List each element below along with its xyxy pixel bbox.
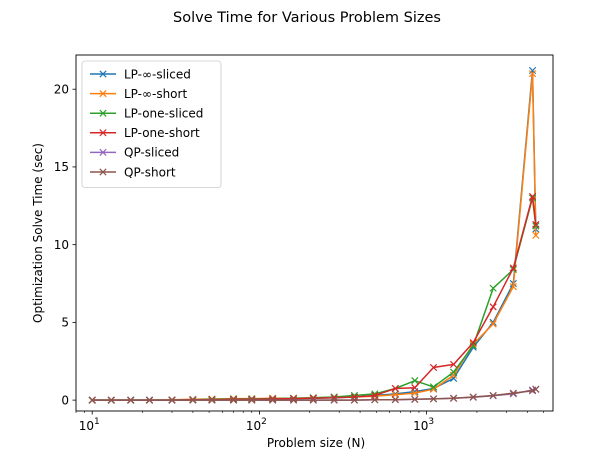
legend: LP-∞-sliced LP-∞-short LP-one-sliced LP-one… xyxy=(81,60,222,188)
legend-item: LP-∞-short xyxy=(90,87,187,101)
legend-marker xyxy=(99,109,107,117)
data-point-marker xyxy=(532,385,540,393)
data-point-marker xyxy=(189,396,197,404)
data-point-marker xyxy=(509,264,517,272)
data-point-marker xyxy=(509,389,517,397)
legend-label: LP-∞-sliced xyxy=(124,67,191,81)
legend-label: LP-one-sliced xyxy=(124,107,203,121)
x-tick-label: 101 xyxy=(79,417,100,433)
data-point-marker xyxy=(350,393,359,401)
legend-item: QP-sliced xyxy=(90,146,179,160)
data-point-marker xyxy=(489,303,497,311)
x-axis-label: Problem size (N) xyxy=(267,436,365,450)
legend-marker xyxy=(99,70,107,78)
legend-marker xyxy=(99,148,107,157)
data-point-marker xyxy=(208,396,216,404)
data-point-marker xyxy=(145,396,154,404)
y-tick-label: 0 xyxy=(61,393,69,407)
x-tick-label: 103 xyxy=(413,417,434,433)
data-point-marker xyxy=(429,363,438,372)
legend-item: LP-∞-sliced xyxy=(90,67,191,81)
series-layer xyxy=(88,66,540,404)
legend-item: LP-one-sliced xyxy=(90,107,203,121)
data-point-marker xyxy=(532,220,540,229)
y-tick-label: 5 xyxy=(61,316,69,330)
data-point-marker xyxy=(532,231,540,239)
series-lp-one-sliced xyxy=(88,194,540,404)
data-point-marker xyxy=(371,396,379,404)
data-point-marker xyxy=(469,393,477,401)
data-point-marker xyxy=(449,394,458,402)
legend-label: QP-short xyxy=(124,165,176,179)
data-point-marker xyxy=(88,396,96,404)
series-line xyxy=(92,197,537,401)
legend-label: LP-one-short xyxy=(124,126,200,140)
x-tick-label-base: 10 xyxy=(413,419,428,433)
data-point-marker xyxy=(350,396,359,404)
data-point-marker xyxy=(429,383,438,391)
legend-label: QP-sliced xyxy=(124,146,179,160)
data-point-marker xyxy=(391,384,399,393)
chart-title: Solve Time for Various Problem Sizes xyxy=(173,10,441,26)
data-point-marker xyxy=(411,389,419,397)
data-point-marker xyxy=(330,396,338,404)
data-point-marker xyxy=(411,395,419,403)
data-point-marker xyxy=(532,222,540,230)
x-tick-label: 102 xyxy=(246,417,267,433)
legend-box xyxy=(81,60,222,188)
data-point-marker xyxy=(429,385,438,393)
legend-item: QP-short xyxy=(90,165,176,179)
axes-frame xyxy=(75,54,554,412)
data-point-marker xyxy=(528,66,537,75)
data-point-marker xyxy=(391,396,399,404)
series-line xyxy=(92,388,537,401)
legend-marker xyxy=(99,168,107,176)
x-tick-label-exponent: 1 xyxy=(94,417,100,427)
series-line xyxy=(92,195,537,401)
data-point-marker xyxy=(289,396,298,404)
x-tick-label-exponent: 3 xyxy=(428,417,434,427)
series-lp-one-short xyxy=(88,192,540,404)
data-point-marker xyxy=(489,391,497,400)
data-point-marker xyxy=(107,396,115,404)
legend-marker xyxy=(99,129,107,137)
data-point-marker xyxy=(269,396,277,404)
data-point-marker xyxy=(489,284,497,292)
data-point-marker xyxy=(528,192,537,201)
data-point-marker xyxy=(509,283,517,291)
data-point-marker xyxy=(411,377,419,385)
data-point-marker xyxy=(168,396,176,404)
x-tick-label-base: 10 xyxy=(246,419,261,433)
data-point-marker xyxy=(309,396,317,404)
series-qp-short xyxy=(88,385,540,404)
data-point-marker xyxy=(429,395,438,403)
data-point-marker xyxy=(229,396,238,404)
data-point-marker xyxy=(528,70,537,78)
data-point-marker xyxy=(489,320,497,328)
legend-marker xyxy=(99,89,107,98)
y-tick-label: 20 xyxy=(54,83,69,97)
legend-item: LP-one-short xyxy=(90,126,200,140)
data-point-marker xyxy=(469,342,477,350)
data-point-marker xyxy=(449,368,458,376)
data-point-marker xyxy=(127,396,135,404)
x-tick-label-exponent: 2 xyxy=(261,417,267,427)
data-point-marker xyxy=(269,395,277,403)
data-point-marker xyxy=(248,396,256,404)
y-axis-label: Optimization Solve Time (sec) xyxy=(31,143,45,323)
legend-label: LP-∞-short xyxy=(124,87,187,101)
data-point-marker xyxy=(449,360,458,368)
x-tick-label-base: 10 xyxy=(79,419,94,433)
data-point-marker xyxy=(411,384,419,392)
y-tick-label: 10 xyxy=(54,238,69,252)
y-tick-label: 15 xyxy=(54,160,69,174)
data-point-marker xyxy=(469,338,477,347)
